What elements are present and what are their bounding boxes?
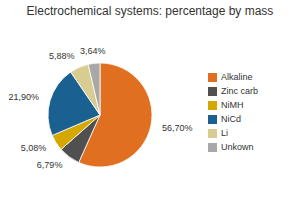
legend: Alkaline Zinc carb NiMH NiCd Li Unkown	[208, 72, 258, 152]
legend-swatch	[208, 101, 217, 110]
data-label: 5,08%	[21, 143, 47, 153]
legend-label: Li	[221, 128, 228, 138]
legend-label: Alkaline	[221, 72, 253, 82]
legend-item: Unkown	[208, 142, 254, 152]
data-label: 56,70%	[162, 123, 193, 133]
legend-swatch	[208, 87, 217, 96]
legend-item: NiCd	[208, 114, 241, 124]
legend-label: Unkown	[221, 142, 254, 152]
data-label: 3,64%	[80, 46, 106, 56]
legend-label: NiCd	[221, 114, 241, 124]
chart: Electrochemical systems: percentage by m…	[0, 0, 300, 200]
legend-label: NiMH	[221, 100, 244, 110]
legend-item: NiMH	[208, 100, 244, 110]
legend-swatch	[208, 73, 217, 82]
data-label: 6,79%	[37, 160, 63, 170]
legend-label: Zinc carb	[221, 86, 258, 96]
data-label: 5,88%	[49, 51, 75, 61]
legend-item: Zinc carb	[208, 86, 258, 96]
legend-swatch	[208, 143, 217, 152]
title: Electrochemical systems: percentage by m…	[27, 4, 274, 18]
legend-item: Alkaline	[208, 72, 253, 82]
legend-swatch	[208, 115, 217, 124]
legend-swatch	[208, 129, 217, 138]
pie	[48, 63, 152, 167]
legend-item: Li	[208, 128, 228, 138]
slice	[88, 63, 100, 115]
data-label: 21,90%	[9, 92, 40, 102]
data-labels: 56,70% 6,79% 5,08% 21,90% 5,88% 3,64%	[9, 46, 193, 170]
